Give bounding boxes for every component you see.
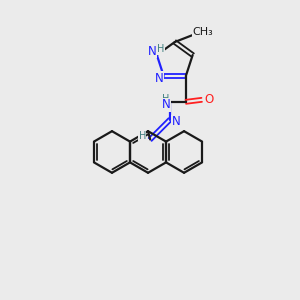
Text: N: N xyxy=(162,98,170,111)
Text: N: N xyxy=(172,115,180,128)
Text: N: N xyxy=(154,71,163,85)
Text: H: H xyxy=(139,130,146,140)
Text: H: H xyxy=(157,44,164,54)
Text: N: N xyxy=(148,45,156,58)
Text: O: O xyxy=(204,93,213,106)
Text: H: H xyxy=(162,94,170,104)
Text: CH₃: CH₃ xyxy=(192,27,213,37)
